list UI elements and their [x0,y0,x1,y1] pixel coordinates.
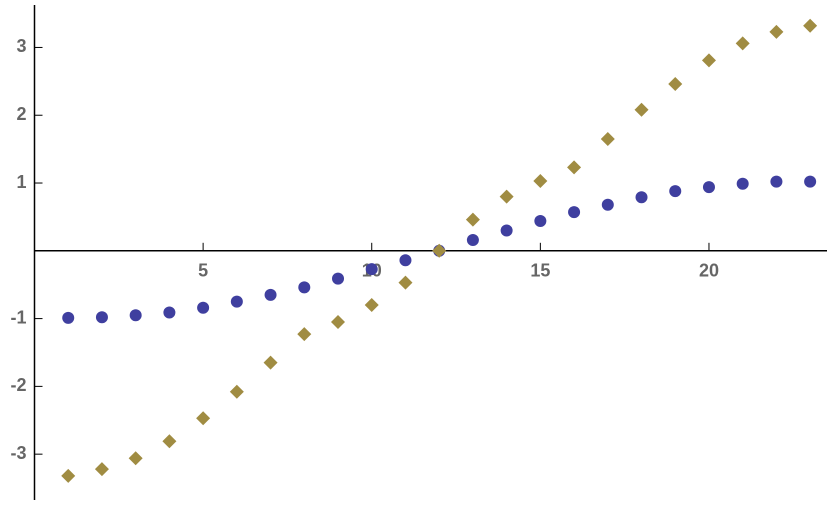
point [197,301,210,314]
point [600,131,615,146]
point [601,198,614,211]
point [465,212,480,227]
point [263,355,278,370]
point [668,77,683,92]
point [534,214,547,227]
point [229,384,244,399]
point [804,175,817,188]
point [634,102,649,117]
point [735,36,750,51]
point [398,275,413,290]
point [297,327,312,342]
point [500,224,513,237]
y-tick-label: 2 [16,104,26,124]
point [298,281,311,294]
point [264,288,277,301]
point [736,177,749,190]
point [399,254,412,267]
y-tick-label: -1 [10,307,26,327]
point [635,191,648,204]
y-tick-label: -2 [10,375,26,395]
point [432,243,447,258]
point [364,298,379,313]
point [196,411,211,426]
point [128,451,143,466]
x-tick-label: 20 [699,261,719,281]
point [331,314,346,329]
y-tick-label: 1 [16,172,26,192]
point [332,272,345,285]
point [770,175,783,188]
point [129,309,142,322]
point [230,295,243,308]
y-tick-label: 3 [16,36,26,56]
point [568,206,581,219]
point [499,189,514,204]
point [567,160,582,175]
point [669,185,682,198]
point [62,311,75,324]
point [94,462,109,477]
point [702,181,715,194]
point [803,18,818,33]
point [533,173,548,188]
y-tick-label: -3 [10,443,26,463]
point [365,263,378,276]
x-tick-label: 15 [530,261,550,281]
point [61,468,76,483]
point [701,53,716,68]
point [162,434,177,449]
point [163,306,176,319]
point [769,24,784,39]
point [466,233,479,246]
point [95,311,108,324]
x-tick-label: 5 [198,261,208,281]
